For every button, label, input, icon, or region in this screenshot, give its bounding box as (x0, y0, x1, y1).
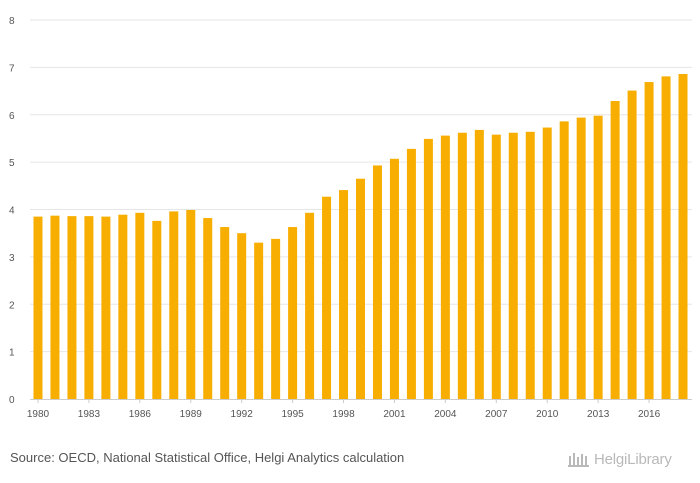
bar-2005 (457, 132, 467, 399)
bar-1991 (220, 227, 230, 399)
bar-1992 (237, 233, 247, 399)
x-tick-label: 1986 (129, 409, 152, 420)
x-tick-label: 1995 (281, 409, 304, 420)
bar-1981 (50, 215, 60, 399)
x-tick-label: 2001 (383, 409, 406, 420)
bar-2009 (525, 131, 535, 399)
x-tick-label: 2010 (536, 409, 559, 420)
y-tick-label: 7 (9, 63, 15, 74)
bar-2010 (542, 127, 552, 399)
bar-1996 (305, 212, 315, 399)
bar-1990 (203, 218, 213, 399)
bar-1988 (169, 211, 179, 399)
bar-2004 (440, 135, 450, 399)
x-tick-label: 1992 (231, 409, 254, 420)
bar-1998 (339, 190, 349, 399)
y-axis-ticks: 0 1 2 3 4 5 6 7 8 (9, 16, 15, 406)
y-tick-label: 2 (9, 300, 15, 311)
bar-2008 (508, 132, 518, 399)
bar-1980 (33, 216, 43, 399)
bar-2007 (491, 134, 501, 399)
bar-2001 (389, 158, 399, 399)
x-axis-ticks: 1980 1983 1986 1989 1992 1995 1998 2001 2004 2007… (27, 399, 661, 420)
helgi-library-logo: HelgiLibrary (568, 447, 692, 471)
bar-2012 (576, 117, 586, 399)
y-tick-label: 1 (9, 348, 15, 359)
bar-1994 (271, 238, 281, 399)
source-note: Source: OECD, National Statistical Offic… (10, 450, 405, 465)
bar-chart: 0 1 2 3 4 5 6 7 8 1980 1983 1986 1989 1992 1995 1998 20… (9, 16, 692, 420)
x-tick-label: 1983 (78, 409, 101, 420)
x-tick-label: 2016 (638, 409, 661, 420)
bar-1987 (152, 220, 162, 399)
bar-2000 (372, 165, 382, 399)
bar-1985 (118, 214, 128, 399)
y-tick-label: 4 (9, 206, 15, 217)
logo-text: HelgiLibrary (594, 450, 672, 468)
y-tick-label: 3 (9, 253, 15, 264)
bar-1982 (67, 216, 77, 399)
x-tick-label: 2007 (485, 409, 508, 420)
bar-2015 (627, 90, 637, 399)
x-tick-label: 2004 (434, 409, 457, 420)
bar-2003 (423, 138, 433, 399)
x-tick-label: 1998 (332, 409, 355, 420)
bar-2013 (593, 115, 603, 399)
bar-1983 (84, 216, 94, 399)
bar-2018 (678, 74, 688, 399)
bar-1993 (254, 242, 264, 399)
bar-1984 (101, 216, 111, 399)
bar-2002 (406, 148, 416, 399)
bar-2011 (559, 121, 569, 399)
bar-1995 (288, 227, 298, 399)
x-tick-label: 2013 (587, 409, 610, 420)
x-tick-label: 1980 (27, 409, 50, 420)
bar-1999 (356, 178, 365, 399)
bars (33, 74, 688, 399)
bar-1997 (322, 196, 332, 399)
x-tick-label: 1989 (180, 409, 203, 420)
bar-2017 (661, 76, 671, 399)
y-tick-label: 0 (9, 395, 15, 406)
bar-1989 (186, 209, 196, 399)
y-tick-label: 8 (9, 16, 15, 27)
library-building-icon (568, 453, 589, 467)
bar-2014 (610, 101, 620, 399)
bar-2016 (644, 82, 654, 399)
bar-1986 (135, 212, 145, 399)
y-tick-label: 5 (9, 158, 15, 169)
y-tick-label: 6 (9, 111, 15, 122)
bar-2006 (474, 129, 484, 399)
